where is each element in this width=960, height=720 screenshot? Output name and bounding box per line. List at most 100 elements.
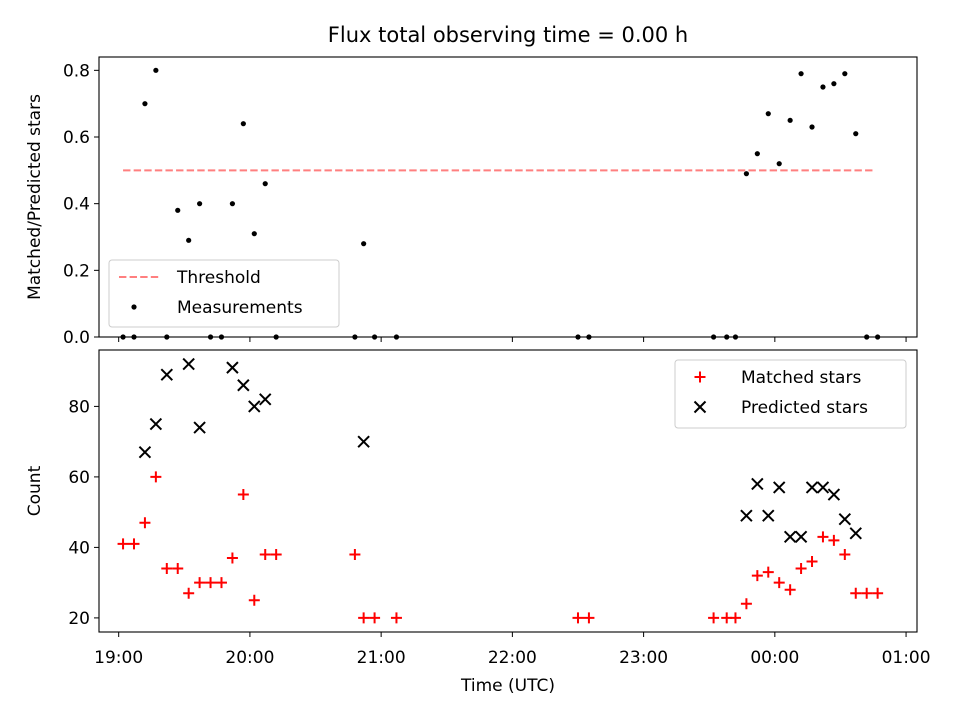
measurement-point xyxy=(251,231,257,237)
matched-star-point xyxy=(349,548,361,560)
measurement-point xyxy=(754,151,760,157)
measurement-point xyxy=(743,171,750,177)
series-matched-stars xyxy=(117,471,884,624)
legend-label-matched-stars: Matched stars xyxy=(741,368,861,388)
legend-box xyxy=(108,259,340,328)
matched-star-point xyxy=(708,612,720,624)
matched-star-point xyxy=(773,577,785,589)
x-tick-label: 20:00 xyxy=(225,648,274,668)
predicted-star-point xyxy=(193,421,206,434)
count-panel: 20 40 60 80 19:00 20:00 21:00 22:00 23:00 00:00 01… xyxy=(25,349,931,696)
predicted-star-point xyxy=(816,481,830,494)
matched-star-point xyxy=(358,612,370,624)
matched-star-point xyxy=(839,548,851,560)
predicted-star-point xyxy=(357,435,370,448)
predicted-star-point xyxy=(160,368,174,381)
matched-star-point xyxy=(817,531,829,543)
matched-star-point xyxy=(751,570,763,582)
predicted-star-point xyxy=(849,527,862,540)
measurement-point xyxy=(776,161,782,167)
measurement-point xyxy=(197,201,203,207)
legend: Matched stars Predicted stars xyxy=(674,359,907,429)
legend-predicted-swatch xyxy=(693,400,707,414)
legend-box xyxy=(674,359,907,429)
matched-star-point xyxy=(259,548,271,560)
matched-star-point xyxy=(194,577,206,589)
predicted-star-point xyxy=(149,417,163,431)
matched-star-point xyxy=(117,538,129,550)
predicted-star-point xyxy=(827,488,841,501)
measurement-point xyxy=(262,181,268,187)
y-tick-label: 60 xyxy=(68,468,90,488)
predicted-star-point xyxy=(248,400,261,413)
x-tick-label: 22:00 xyxy=(488,648,537,668)
measurement-point xyxy=(175,207,181,213)
matched-star-point xyxy=(215,577,227,589)
y-tick-label: 0.6 xyxy=(63,128,90,148)
matched-star-point xyxy=(784,584,796,596)
measurement-point xyxy=(831,81,837,87)
legend-matched-swatch xyxy=(694,371,706,383)
measurement-point xyxy=(142,101,148,107)
x-tick-label: 01:00 xyxy=(882,648,931,668)
x-tick-label: 19:00 xyxy=(94,648,143,668)
predicted-star-point xyxy=(773,481,786,494)
x-tick-label: 00:00 xyxy=(750,648,799,668)
measurement-point xyxy=(186,237,192,243)
predicted-star-point xyxy=(237,379,250,392)
legend: Threshold Measurements xyxy=(108,259,340,328)
legend-label-predicted-stars: Predicted stars xyxy=(741,398,868,418)
series-predicted-stars xyxy=(138,357,862,544)
measurement-point xyxy=(820,84,826,90)
matched-star-point xyxy=(183,587,195,599)
y-tick-label: 0.8 xyxy=(63,61,90,81)
x-axis-label: Time (UTC) xyxy=(460,676,555,696)
measurement-point xyxy=(842,71,848,77)
legend-measurement-swatch xyxy=(131,304,137,310)
matched-star-point xyxy=(172,563,184,575)
matched-star-point xyxy=(369,612,381,624)
measurement-point xyxy=(361,241,367,247)
matched-star-point xyxy=(226,552,238,564)
measurement-point xyxy=(765,111,771,117)
matched-star-point xyxy=(572,612,584,624)
measurement-point xyxy=(240,121,246,127)
measurement-point xyxy=(798,71,804,77)
predicted-star-point xyxy=(138,446,152,459)
predicted-star-point xyxy=(762,509,775,522)
matched-star-point xyxy=(139,517,151,529)
measurement-point xyxy=(809,124,815,130)
x-tick-label: 23:00 xyxy=(619,648,668,668)
matched-star-point xyxy=(729,612,741,624)
y-tick-label: 80 xyxy=(68,397,90,417)
predicted-star-point xyxy=(226,361,239,374)
axes-frame xyxy=(98,56,918,338)
predicted-star-point xyxy=(182,357,195,371)
measurement-point xyxy=(853,131,859,137)
matched-star-point xyxy=(872,587,884,599)
legend-label-measurements: Measurements xyxy=(177,298,303,318)
predicted-star-point xyxy=(740,509,753,522)
matched-star-point xyxy=(861,587,873,599)
y-tick-label: 0.0 xyxy=(63,328,90,348)
matched-star-point xyxy=(828,534,840,546)
matched-star-point xyxy=(390,612,402,624)
y-tick-label: 20 xyxy=(68,609,90,629)
y-axis-label: Count xyxy=(25,465,45,516)
matched-star-point xyxy=(583,612,595,624)
predicted-star-point xyxy=(805,481,819,494)
matched-star-point xyxy=(128,538,140,550)
chart-title: Flux total observing time = 0.00 h xyxy=(328,23,688,47)
axes-frame xyxy=(98,349,918,633)
matched-star-point xyxy=(795,563,807,575)
predicted-star-point xyxy=(751,477,764,491)
y-tick-label: 0.4 xyxy=(63,195,90,215)
measurement-point xyxy=(153,67,159,73)
matched-star-point xyxy=(150,471,162,483)
y-tick-label: 0.2 xyxy=(63,261,90,281)
y-tick-label: 40 xyxy=(68,538,90,558)
x-tick-label: 21:00 xyxy=(357,648,406,668)
predicted-star-point xyxy=(259,393,272,406)
matched-star-point xyxy=(205,577,217,589)
